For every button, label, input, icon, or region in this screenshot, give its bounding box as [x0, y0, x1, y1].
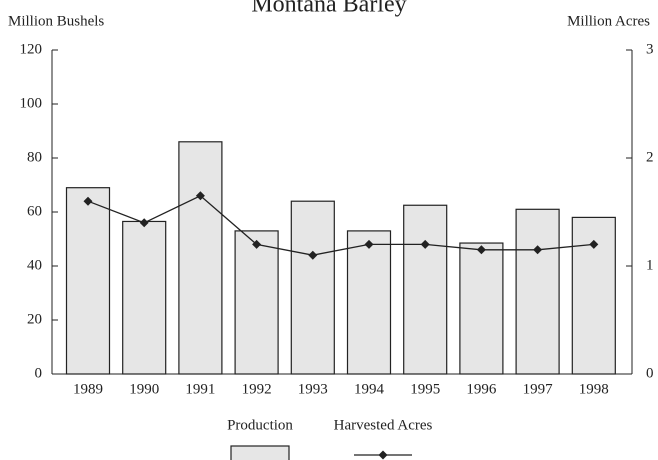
- x-tick-label: 1995: [410, 381, 440, 397]
- marker: [252, 239, 262, 249]
- y2-tick-label: 2: [646, 149, 654, 165]
- bar: [346, 230, 392, 375]
- marker: [420, 239, 430, 249]
- x-tick-label: 1989: [73, 381, 103, 397]
- marker: [589, 239, 599, 249]
- y-axis-label: Million Bushels: [8, 13, 104, 29]
- y-tick-label: 40: [27, 257, 42, 273]
- marker: [83, 196, 93, 206]
- marker: [139, 218, 149, 228]
- legend-swatch: [230, 445, 290, 460]
- line: [87, 195, 594, 256]
- legend-label: Harvested Acres: [334, 417, 433, 433]
- y-tick-label: 100: [20, 95, 43, 111]
- x-tick-label: 1997: [523, 381, 554, 397]
- x-tick-label: 1990: [129, 381, 159, 397]
- marker: [476, 245, 486, 255]
- x-tick-label: 1993: [298, 381, 328, 397]
- x-tick-label: 1998: [579, 381, 609, 397]
- bar: [122, 220, 167, 375]
- x-tick-label: 1992: [242, 381, 272, 397]
- y2-tick-label: 0: [646, 365, 654, 381]
- bar: [515, 208, 560, 375]
- y-tick-label: 0: [35, 365, 43, 381]
- x-tick-label: 1994: [354, 381, 385, 397]
- bar: [290, 200, 335, 375]
- chart-title: Montana Barley: [251, 0, 406, 18]
- x-tick-label: 1996: [466, 381, 497, 397]
- y2-axis-label: Million Acres: [567, 13, 650, 29]
- bar: [403, 204, 448, 375]
- x-tick-label: 1991: [185, 381, 215, 397]
- y2-tick-label: 1: [646, 257, 654, 273]
- y-tick-label: 20: [27, 311, 42, 327]
- bar: [234, 230, 279, 375]
- marker: [364, 239, 374, 249]
- legend-marker: [378, 450, 388, 460]
- y-tick-label: 60: [27, 203, 42, 219]
- legend-label: Production: [227, 417, 293, 433]
- marker: [533, 245, 543, 255]
- marker: [308, 250, 318, 260]
- marker: [195, 191, 205, 201]
- y2-tick-label: 3: [646, 41, 654, 57]
- bar: [459, 242, 504, 375]
- y-tick-label: 120: [20, 41, 43, 57]
- bar: [65, 187, 111, 375]
- y-tick-label: 80: [27, 149, 42, 165]
- bar: [178, 141, 223, 375]
